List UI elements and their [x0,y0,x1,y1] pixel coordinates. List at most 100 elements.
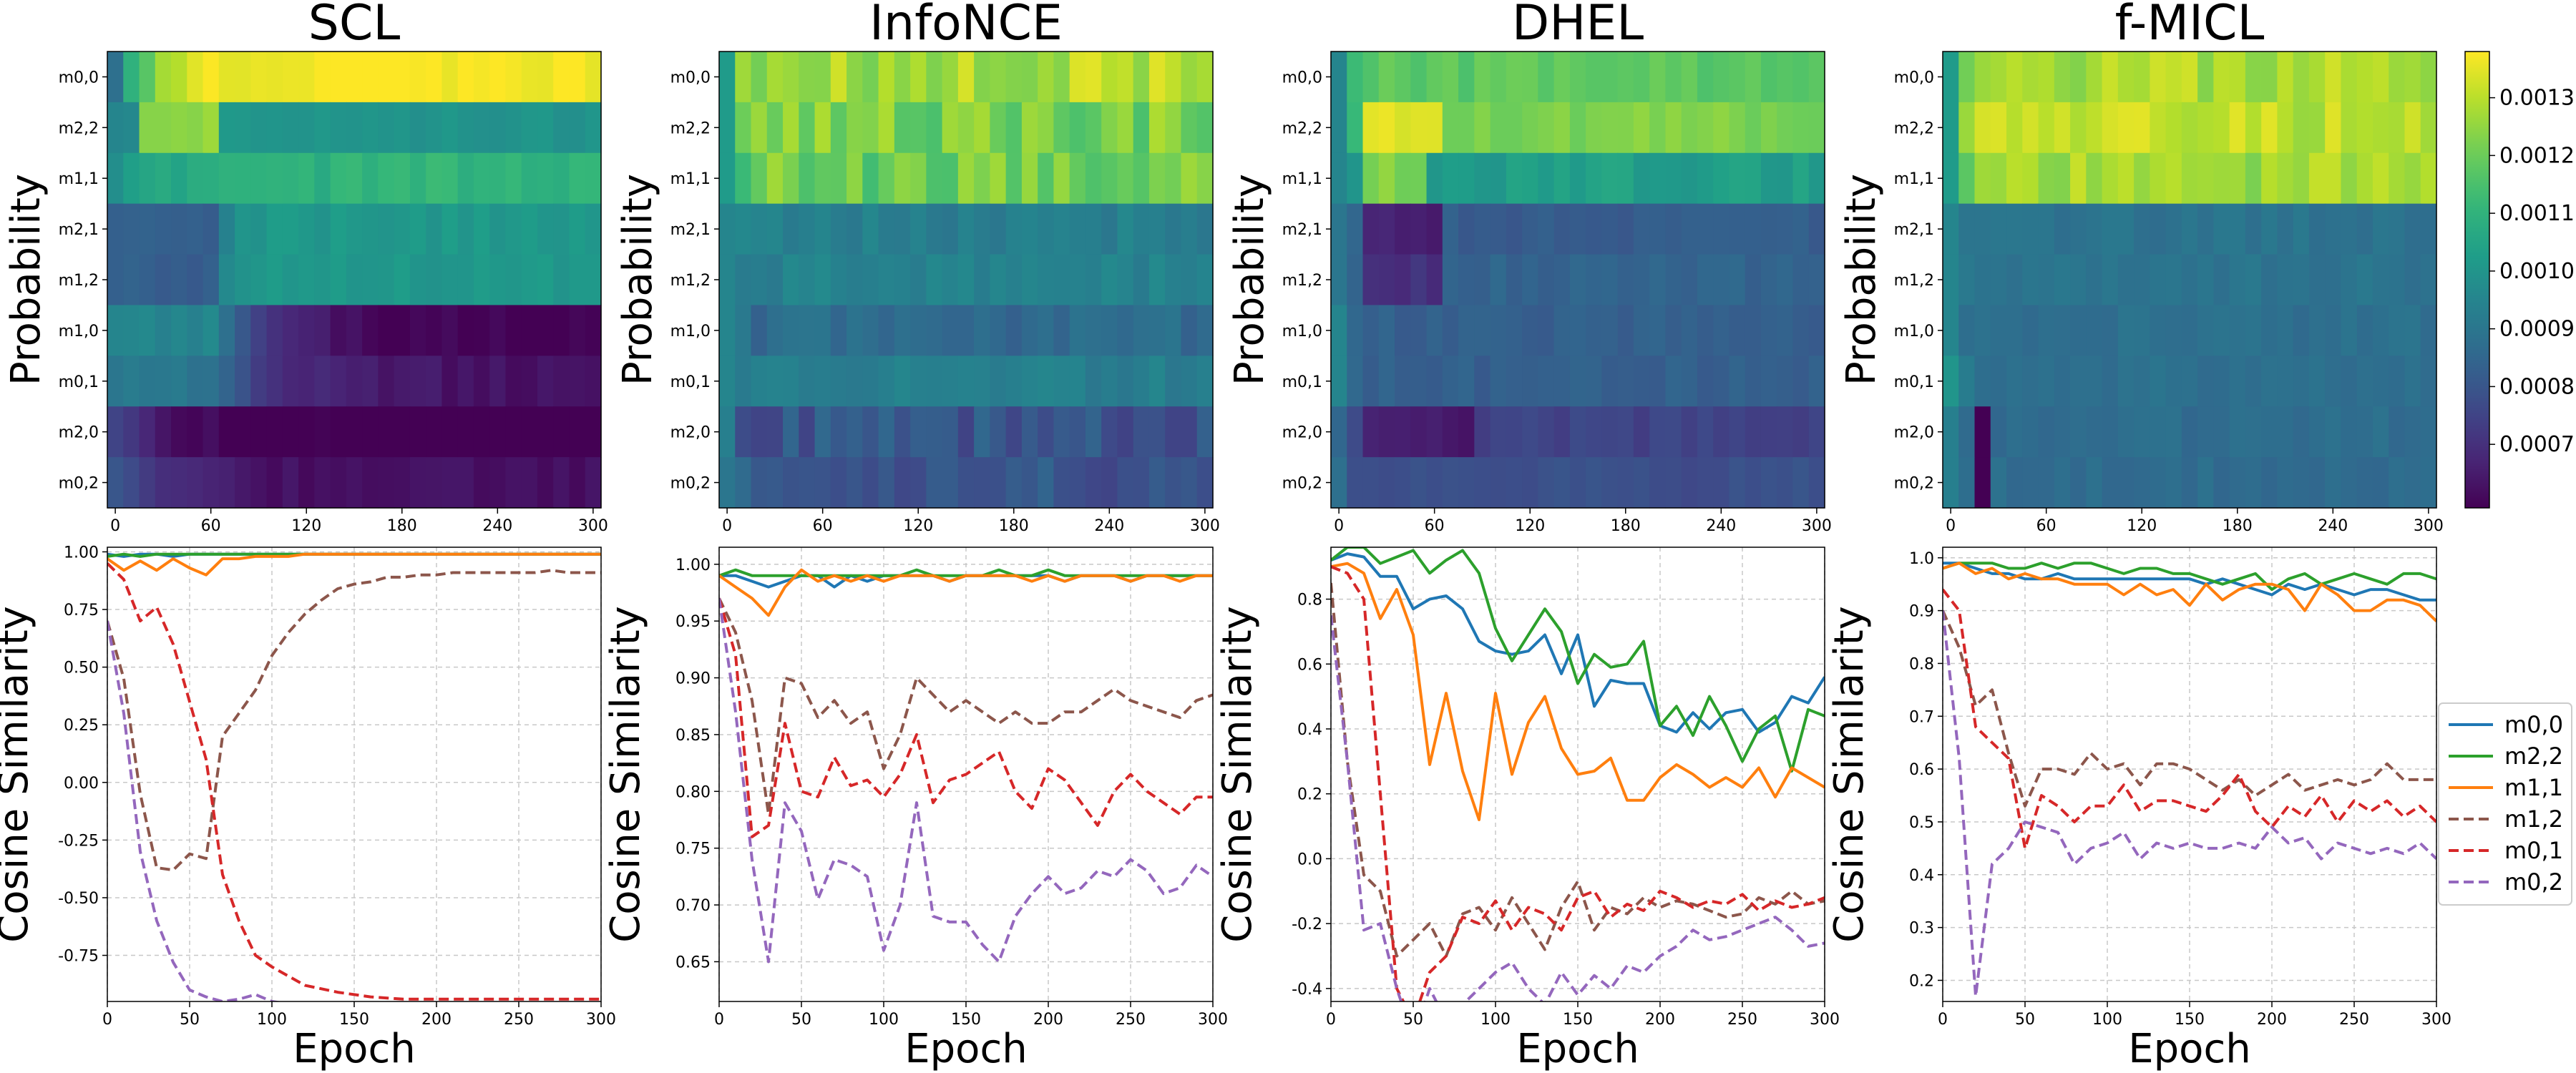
heatmap-cell [235,52,251,103]
heatmap-cell [1777,406,1794,458]
heatmap-cell [2070,356,2087,407]
xtick-label: 250 [1727,1011,1757,1029]
heatmap-cell [783,52,799,103]
heatmap-cell [799,356,816,407]
heatmap-cell [766,102,784,154]
heatmap-cell [2420,406,2437,458]
heatmap-cell [2308,203,2326,255]
heatmap-cell [1085,457,1102,509]
heatmap-cell [2341,254,2358,306]
line-plot: 0 50 100 150 200 250 300 0.65 0.70 0.75 0.80 0.85 0.… [602,547,1228,1072]
heatmap-cell [235,457,251,509]
heatmap-cell [1395,356,1411,407]
heatmap-cell [2070,52,2087,103]
heatmap-cell [1729,457,1746,509]
panel-title: DHEL [1512,0,1644,52]
heatmap-cell [1617,203,1634,255]
heatmap-cell [235,305,251,356]
heatmap-cell [847,356,863,407]
heatmap-cell [1331,406,1347,458]
heatmap-cell [2325,203,2342,255]
heatmap-cell [1426,102,1443,154]
heatmap-cell [2229,254,2246,306]
heatmap-cell [1085,356,1102,407]
series-line-m0-2 [719,598,1213,964]
heatmap-cell [830,305,847,356]
heatmap-cell [2277,406,2294,458]
heatmap-cell [2261,457,2278,509]
heatmap-cell [2134,406,2150,458]
heatmap-cell [2102,457,2119,509]
heatmap-cell [2245,203,2262,255]
heatmap-cell [2181,457,2198,509]
heatmap-cell [2117,457,2135,509]
heatmap-cell [1649,406,1667,458]
heatmap-cell [314,102,331,154]
ytick-label: 0.2 [1909,972,1934,990]
heatmap-cell [799,406,816,458]
heatmap-cell [1196,52,1214,103]
heatmap-cell [1442,254,1459,306]
heatmap-cell [1633,406,1650,458]
heatmap-cell [489,52,507,103]
heatmap-cell [2038,102,2055,154]
heatmap-cell [1196,406,1214,458]
heatmap-cell [505,152,522,205]
heatmap-cell [139,356,156,407]
heatmap-cell [1990,305,2007,356]
heatmap-cell [1490,305,1507,356]
heatmap-cell [1021,305,1038,356]
heatmap-cell [1021,52,1038,103]
heatmap-cell [1101,406,1118,458]
heatmap-cell [814,254,831,306]
heatmap-cell [1410,203,1428,255]
heatmap-cell [1165,102,1182,154]
heatmap-cell [1378,102,1395,154]
series-line-m1-1 [719,568,1213,617]
heatmap-cell [1729,356,1746,407]
heatmap-cell [2245,406,2262,458]
heatmap-cell [473,457,490,509]
heatmap-cell [505,203,522,255]
heatmap-cell [751,356,768,407]
heatmap-cell [1085,203,1102,255]
heatmap-cell [1958,102,1976,154]
heatmap-cell [1053,254,1070,306]
heatmap-cell [942,203,959,255]
heatmap-cell [2277,52,2294,103]
series-line-m0-1 [107,562,601,1001]
heatmap-xtick-label: 300 [578,517,608,535]
legend-label: m0,1 [2504,837,2563,864]
heatmap-cell [2102,254,2119,306]
panel-infonce: InfoNCEm0,0m2,2m1,1m2,1m1,2m1,0m0,1m2,0m… [602,0,1228,1072]
heatmap-cell [314,457,331,509]
heatmap-cell [2197,152,2214,205]
heatmap-cell [1410,406,1428,458]
heatmap-cell [282,102,299,154]
heatmap-cell [878,254,895,306]
heatmap-cell [1760,152,1777,205]
heatmap-cell [878,152,895,205]
heatmap-cell [1633,203,1650,255]
heatmap-cell [1601,305,1619,356]
heatmap-cell [569,457,586,509]
heatmap-cell [171,305,187,356]
heatmap-cell [394,305,411,356]
xtick-label: 100 [2092,1011,2122,1029]
heatmap-cell [1165,305,1182,356]
heatmap-cell [139,203,156,255]
heatmap-cell [457,457,474,509]
heatmap-cell [2022,356,2039,407]
heatmap-cell [1181,254,1198,306]
heatmap-cell [1442,457,1459,509]
heatmap-cell [1442,203,1459,255]
heatmap-cell [783,356,799,407]
heatmap-cell [1053,52,1070,103]
xtick-label: 150 [951,1011,981,1029]
heatmap-cell [830,203,847,255]
heatmap-cell [2277,102,2294,154]
heatmap-row-label: m1,2 [670,272,711,290]
heatmap-cell [1617,406,1634,458]
heatmap-cell [489,457,507,509]
heatmap-cell [2213,356,2230,407]
